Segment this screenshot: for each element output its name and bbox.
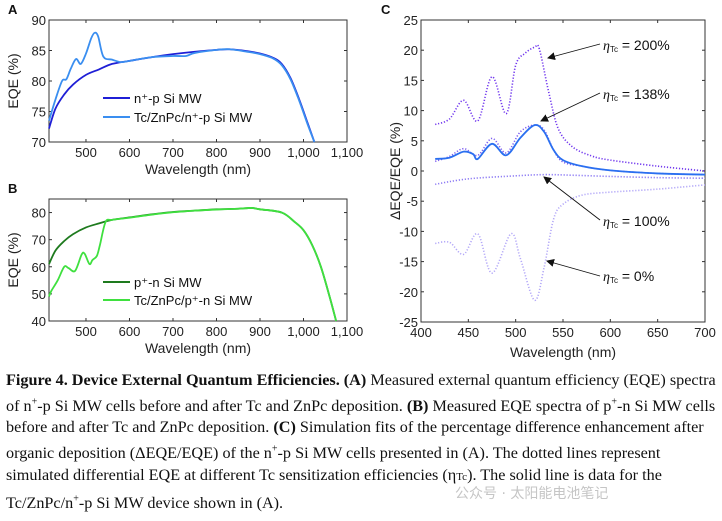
caption-fragment: (A) xyxy=(343,371,367,389)
annotation-arrow xyxy=(543,176,601,221)
panel-c-xtick-label: 700 xyxy=(694,325,716,340)
legend-label-b-1: Tc/ZnPc/p⁺-n Si MW xyxy=(134,293,253,308)
panel-b-xtick-label: 900 xyxy=(249,324,271,339)
panel-c-ytick-label: 15 xyxy=(404,73,418,88)
panel-a-legend: n⁺-p Si MW Tc/ZnPc/n⁺-p Si MW xyxy=(103,91,253,125)
panel-c-series-0 xyxy=(434,44,706,172)
panel-b-ylabel: EQE (%) xyxy=(5,232,21,287)
caption-fragment: ). The solid line is data for the Tc/ZnP… xyxy=(6,465,662,512)
panel-b-series-1 xyxy=(48,207,337,322)
figure-caption: Figure 4. Device External Quantum Effici… xyxy=(6,370,718,514)
panel-b-xtick-label: 700 xyxy=(162,324,184,339)
caption-fragment: Tc xyxy=(456,470,468,483)
caption-fragment: + xyxy=(31,396,38,408)
panel-b-axes-box xyxy=(48,198,348,322)
panel-b-legend: p⁺-n Si MW Tc/ZnPc/p⁺-n Si MW xyxy=(103,275,253,308)
panel-a-series-1 xyxy=(48,31,316,143)
panel-b-ytick-label: 50 xyxy=(32,287,46,302)
panel-c-ytick-label: -25 xyxy=(399,315,418,330)
panel-c-xtick-label: 500 xyxy=(505,325,527,340)
panel-a-ytick-label: 80 xyxy=(32,74,46,89)
annotation-arrow xyxy=(547,43,601,61)
panel-b-xtick-label: 1,100 xyxy=(331,324,364,339)
panel-a-xtick-label: 1,000 xyxy=(287,145,320,160)
panel-c-series-4 xyxy=(435,184,706,302)
annotation-label: ηTc = 100% xyxy=(603,213,670,230)
panel-a-xtick-label: 600 xyxy=(119,145,141,160)
panel-b-xtick-label: 1,000 xyxy=(287,324,320,339)
annotation-arrow xyxy=(546,259,601,277)
panel-c-axes-box xyxy=(420,19,706,323)
panel-b-xtick-label: 800 xyxy=(206,324,228,339)
panel-b: B 500 600 700 800 900 1,000 1,100 40 50 60 70 80 Wa… xyxy=(5,181,363,356)
panel-b-ytick-label: 70 xyxy=(32,233,46,248)
panel-c-xlabel: Wavelength (nm) xyxy=(510,344,616,360)
panel-c-ytick-label: 10 xyxy=(404,104,418,119)
caption-fragment: -p Si MW device shown in (A). xyxy=(78,493,284,512)
panel-c-ytick-label: -10 xyxy=(399,224,418,239)
panel-a-xtick-label: 700 xyxy=(162,145,184,160)
panel-c-xtick-label: 450 xyxy=(457,325,479,340)
panel-a-ytick-label: 70 xyxy=(32,135,46,150)
legend-label-a-1: Tc/ZnPc/n⁺-p Si MW xyxy=(134,110,253,125)
panel-a-xlabel: Wavelength (nm) xyxy=(145,161,251,177)
panel-a-ytick-label: 90 xyxy=(32,13,46,28)
watermark: 公众号 · 太阳能电池笔记 xyxy=(455,486,609,502)
panel-a: A 500 600 700 800 900 1,000 1,100 70 75 80 85 90 Wa… xyxy=(5,2,363,177)
panel-c-xtick-label: 550 xyxy=(552,325,574,340)
caption-fragment: (C) xyxy=(273,418,296,437)
caption-fragment: -p Si MW cells before and after Tc and Z… xyxy=(37,396,407,415)
panel-c-ytick-label: 20 xyxy=(404,43,418,58)
panel-b-xtick-label: 600 xyxy=(119,324,141,339)
panel-b-ytick-label: 80 xyxy=(32,206,46,221)
panel-b-xlabel: Wavelength (nm) xyxy=(145,340,251,356)
panel-c-label: C xyxy=(381,2,391,17)
panel-a-xtick-label: 500 xyxy=(75,145,97,160)
caption-fragment: Measured EQE spectra of p xyxy=(428,396,612,415)
panel-a-xtick-label: 1,100 xyxy=(331,145,364,160)
panel-c: C 400 450 500 550 600 650 700 -25 -20 -15 -10 -5 0 5 1… xyxy=(381,2,716,360)
legend-label-a-0: n⁺-p Si MW xyxy=(134,91,202,106)
caption-fragment: Simulation fits of the percentage differ… xyxy=(6,418,704,463)
panel-c-ytick-label: -5 xyxy=(406,194,418,209)
panel-c-xtick-label: 600 xyxy=(599,325,621,340)
annotation-arrow xyxy=(540,92,601,122)
annotation-label: ηTc = 0% xyxy=(603,268,654,285)
annotation-label: ηTc = 200% xyxy=(603,37,670,54)
panel-a-label: A xyxy=(8,2,18,17)
panel-b-ytick-label: 60 xyxy=(32,260,46,275)
panel-a-ytick-label: 85 xyxy=(32,44,46,59)
annotation-label: ηTc = 138% xyxy=(603,86,670,103)
caption-fragment: + xyxy=(611,396,618,408)
caption-fragment: -n Si MW cells before and after Tc and Z… xyxy=(6,396,716,437)
panel-c-ytick-label: -20 xyxy=(399,285,418,300)
panel-c-xtick-label: 400 xyxy=(410,325,432,340)
caption-fragment: (B) xyxy=(406,396,429,415)
caption-title: Figure 4. Device External Quantum Effici… xyxy=(6,371,340,389)
panel-c-ytick-label: -15 xyxy=(399,255,418,270)
panel-c-series-2 xyxy=(435,124,706,176)
caption-fragment: + xyxy=(73,493,79,505)
panel-c-series-3 xyxy=(435,173,706,186)
panel-c-ytick-label: 5 xyxy=(411,134,418,149)
caption-fragment: Measured external quantum efficiency (EQ… xyxy=(6,371,716,415)
panel-a-xtick-label: 800 xyxy=(206,145,228,160)
panel-c-ytick-label: 25 xyxy=(404,13,418,28)
panel-a-ylabel: EQE (%) xyxy=(5,53,21,108)
panel-b-xtick-label: 500 xyxy=(75,324,97,339)
caption-body: (A) Measured external quantum efficiency… xyxy=(6,371,716,512)
panel-a-xtick-label: 900 xyxy=(249,145,271,160)
panel-c-ytick-label: 0 xyxy=(411,164,418,179)
caption-fragment: -p Si MW cells presented in (A). The dot… xyxy=(6,444,661,484)
panel-b-label: B xyxy=(8,181,17,196)
panel-b-ytick-label: 40 xyxy=(32,314,46,329)
legend-label-b-0: p⁺-n Si MW xyxy=(134,275,202,290)
caption-fragment: + xyxy=(271,443,278,455)
panel-a-ytick-label: 75 xyxy=(32,105,46,120)
panel-c-ylabel: ΔEQE/EQE (%) xyxy=(387,122,403,220)
panel-c-xtick-label: 650 xyxy=(647,325,669,340)
